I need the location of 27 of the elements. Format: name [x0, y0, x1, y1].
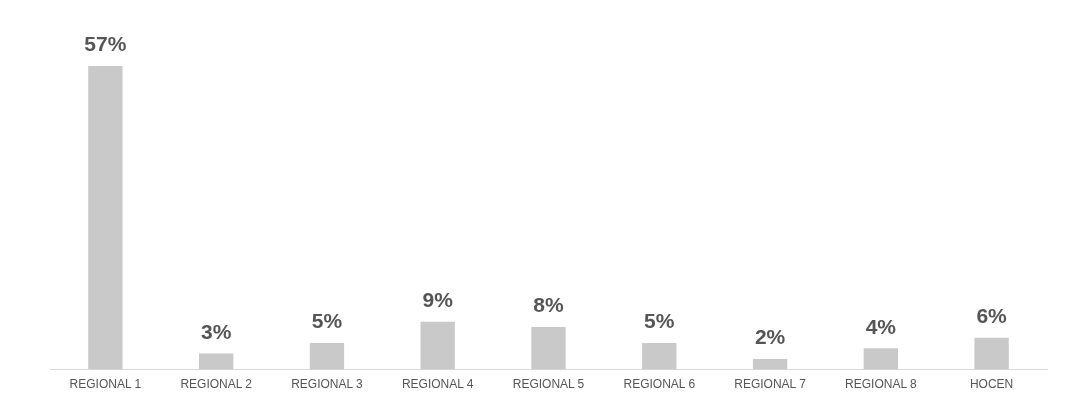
bar: [974, 337, 1009, 370]
data-label: 4%: [865, 314, 897, 338]
data-label: 5%: [311, 309, 343, 333]
data-label: 57%: [84, 32, 127, 56]
x-tick-label: REGIONAL 4: [401, 377, 474, 392]
x-tick-label: REGIONAL 1: [69, 377, 142, 392]
x-tick-label: REGIONAL 6: [623, 377, 696, 392]
bar: [309, 342, 345, 370]
bar: [863, 348, 898, 370]
data-label: 2%: [754, 325, 786, 349]
bar: [199, 353, 234, 370]
data-label: 8%: [533, 293, 564, 317]
bar: [88, 65, 123, 370]
bar: [420, 321, 455, 370]
data-label: 3%: [200, 319, 232, 343]
data-label: 5%: [644, 309, 675, 333]
x-tick-label: REGIONAL 5: [512, 377, 585, 392]
bar: [531, 326, 566, 370]
bar: [752, 358, 788, 370]
x-tick-label: REGIONAL 2: [180, 377, 253, 392]
x-tick-label: HOCEN: [969, 377, 1014, 392]
bar: [642, 342, 677, 370]
data-label: 9%: [422, 287, 454, 311]
data-label: 6%: [976, 303, 1008, 327]
x-tick-label: REGIONAL 7: [734, 377, 807, 392]
x-tick-label: REGIONAL 3: [291, 377, 364, 392]
x-tick-label: REGIONAL 8: [845, 377, 917, 392]
